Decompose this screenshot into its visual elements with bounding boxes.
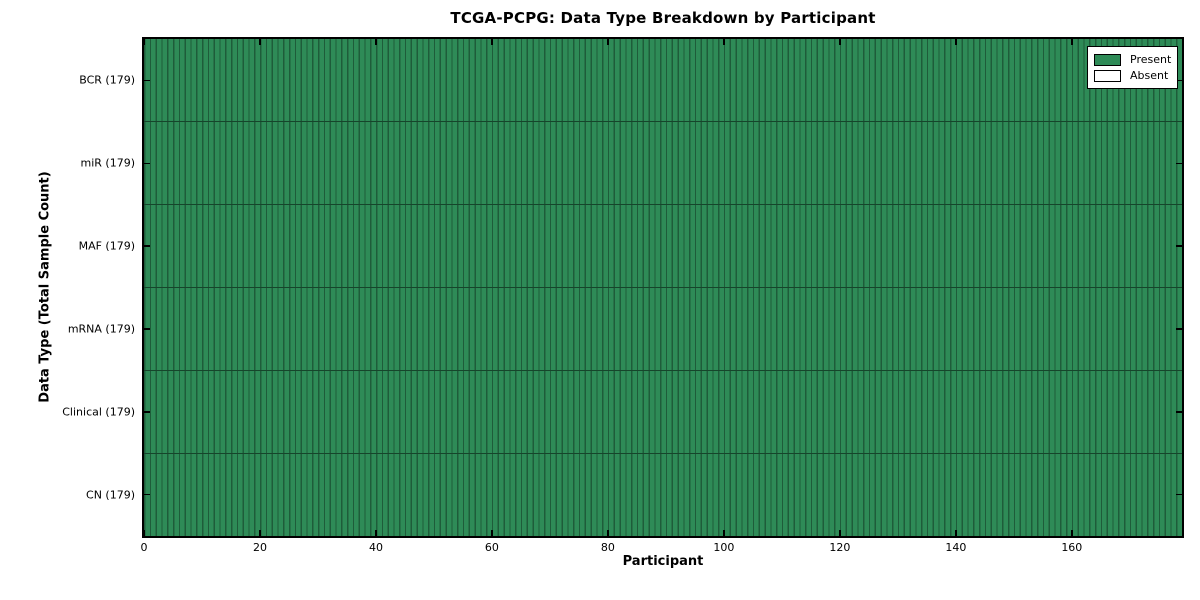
y-tick-label-mRNA: mRNA (179) — [67, 322, 135, 336]
legend-swatch-absent-icon — [1094, 69, 1121, 82]
y-axis-tick-right — [1176, 493, 1182, 496]
x-axis-tick-top — [1071, 39, 1073, 45]
heatmap-row-mRNA — [144, 287, 1182, 370]
x-tick-label-160: 160 — [1061, 541, 1083, 554]
heatmap-row-MAF — [144, 204, 1182, 287]
x-axis-tick-bottom — [143, 530, 145, 536]
x-tick-label-140: 140 — [945, 541, 967, 554]
x-axis-tick-bottom — [839, 530, 841, 536]
x-axis-tick-bottom — [375, 530, 377, 536]
x-tick-label-100: 100 — [713, 541, 735, 554]
y-axis-label: Data Type (Total Sample Count) — [37, 171, 53, 403]
x-axis-tick-top — [723, 39, 725, 45]
legend: Present Absent — [1087, 46, 1178, 89]
legend-label-absent: Absent — [1130, 69, 1169, 82]
y-axis-tick-right — [1176, 328, 1182, 330]
x-axis-tick-top — [955, 39, 957, 45]
heatmap-row-CN — [144, 453, 1182, 536]
heatmap-row-miR — [144, 121, 1182, 204]
x-tick-label-20: 20 — [252, 541, 267, 554]
y-axis-tick-right — [1176, 162, 1182, 164]
y-tick-label-Clinical: Clinical (179) — [62, 405, 135, 419]
legend-swatch-present-icon — [1094, 53, 1121, 66]
y-axis-tick-right — [1176, 245, 1182, 247]
x-axis-tick-bottom — [259, 530, 261, 536]
x-axis-tick-bottom — [491, 530, 493, 536]
x-axis-tick-bottom — [723, 530, 725, 536]
x-axis-tick-bottom — [955, 530, 957, 536]
y-axis-tick-left — [144, 162, 150, 164]
y-axis-tick-left — [144, 245, 150, 247]
x-axis-tick-top — [491, 39, 493, 45]
heatmap-row-Clinical — [144, 370, 1182, 453]
x-axis-tick-top — [375, 39, 377, 45]
x-axis-label: Participant — [622, 554, 704, 569]
x-tick-label-80: 80 — [600, 541, 615, 554]
x-axis-tick-bottom — [1071, 530, 1073, 536]
y-tick-label-MAF: MAF (179) — [78, 239, 135, 253]
y-axis-tick-left — [144, 328, 150, 330]
plot-area — [142, 37, 1184, 538]
x-tick-label-60: 60 — [484, 541, 499, 554]
y-axis-tick-right — [1176, 79, 1182, 82]
x-axis-tick-bottom — [607, 530, 609, 536]
heatmap-row-BCR — [144, 39, 1182, 121]
y-tick-label-miR: miR (179) — [80, 156, 136, 170]
legend-entry-present: Present — [1094, 53, 1172, 66]
x-axis-tick-top — [259, 39, 261, 45]
legend-label-present: Present — [1130, 53, 1172, 66]
y-axis-tick-left — [144, 493, 150, 496]
y-axis-tick-right — [1176, 411, 1182, 413]
x-axis-tick-top — [143, 39, 145, 45]
chart-title: TCGA-PCPG: Data Type Breakdown by Partic… — [450, 9, 876, 27]
y-tick-label-CN: CN (179) — [86, 488, 135, 502]
legend-entry-absent: Absent — [1094, 69, 1171, 82]
y-axis-tick-left — [144, 411, 150, 413]
y-axis-tick-left — [144, 79, 150, 82]
x-axis-tick-top — [607, 39, 609, 45]
x-axis-tick-top — [839, 39, 841, 45]
x-tick-label-40: 40 — [368, 541, 383, 554]
x-tick-label-120: 120 — [829, 541, 851, 554]
y-tick-label-BCR: BCR (179) — [79, 73, 135, 87]
x-tick-label-0: 0 — [140, 541, 148, 554]
